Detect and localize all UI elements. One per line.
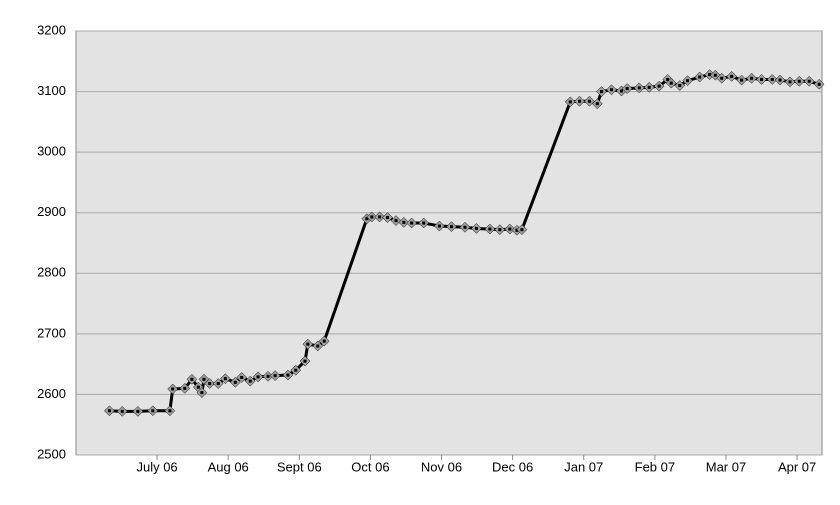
point-dot	[365, 217, 369, 221]
point-dot	[196, 385, 200, 389]
y-tick-label: 3100	[37, 83, 66, 98]
x-tick-label: Dec 06	[492, 459, 533, 474]
point-dot	[273, 374, 277, 378]
point-dot	[750, 76, 754, 80]
point-dot	[760, 77, 764, 81]
y-tick-label: 2900	[37, 204, 66, 219]
point-dot	[686, 79, 690, 83]
x-tick-label: Feb 07	[635, 459, 675, 474]
point-dot	[233, 380, 237, 384]
point-dot	[807, 79, 811, 83]
point-dot	[708, 73, 712, 77]
point-dot	[498, 228, 502, 232]
x-tick-label: Sept 06	[277, 459, 322, 474]
point-dot	[609, 88, 613, 92]
point-dot	[256, 375, 260, 379]
point-dot	[385, 216, 389, 220]
point-dot	[322, 339, 326, 343]
x-tick-label: Nov 06	[421, 459, 462, 474]
point-dot	[817, 82, 821, 86]
y-tick-label: 2500	[37, 446, 66, 461]
point-dot	[647, 85, 651, 89]
point-dot	[120, 409, 124, 413]
x-tick-label: Aug 06	[208, 459, 249, 474]
point-dot	[778, 78, 782, 82]
point-dot	[720, 76, 724, 80]
point-dot	[474, 226, 478, 230]
y-tick-label: 2800	[37, 265, 66, 280]
x-tick-label: July 06	[136, 459, 177, 474]
point-dot	[303, 359, 307, 363]
point-dot	[770, 77, 774, 81]
point-dot	[657, 84, 661, 88]
point-dot	[698, 75, 702, 79]
point-dot	[136, 409, 140, 413]
y-tick-label: 2600	[37, 386, 66, 401]
x-tick-label: Jan 07	[564, 459, 603, 474]
point-dot	[669, 81, 673, 85]
point-dot	[637, 86, 641, 90]
point-dot	[200, 391, 204, 395]
point-dot	[437, 224, 441, 228]
x-tick-label: Mar 07	[706, 459, 746, 474]
point-dot	[488, 227, 492, 231]
y-tick-label: 3200	[37, 22, 66, 37]
point-dot	[520, 228, 524, 232]
plot-area	[75, 30, 823, 456]
x-tick-label: Apr 07	[778, 459, 816, 474]
point-dot	[600, 90, 604, 94]
point-dot	[508, 227, 512, 231]
point-dot	[286, 373, 290, 377]
point-dot	[422, 221, 426, 225]
point-dot	[587, 99, 591, 103]
point-dot	[378, 215, 382, 219]
point-dot	[740, 78, 744, 82]
point-dot	[190, 377, 194, 381]
point-dot	[678, 84, 682, 88]
point-dot	[306, 342, 310, 346]
point-dot	[788, 80, 792, 84]
point-dot	[240, 375, 244, 379]
point-dot	[666, 77, 670, 81]
point-dot	[394, 219, 398, 223]
point-dot	[294, 368, 298, 372]
point-dot	[171, 387, 175, 391]
y-tick-label: 2700	[37, 325, 66, 340]
point-dot	[208, 382, 212, 386]
point-dot	[797, 79, 801, 83]
point-dot	[316, 344, 320, 348]
x-tick-label: Oct 06	[351, 459, 389, 474]
point-dot	[463, 225, 467, 229]
point-dot	[595, 102, 599, 106]
point-dot	[730, 74, 734, 78]
point-dot	[107, 409, 111, 413]
point-dot	[151, 409, 155, 413]
point-dot	[248, 379, 252, 383]
point-dot	[183, 386, 187, 390]
point-dot	[266, 374, 270, 378]
point-dot	[449, 225, 453, 229]
point-dot	[713, 73, 717, 77]
point-dot	[402, 220, 406, 224]
point-dot	[625, 87, 629, 91]
point-dot	[216, 382, 220, 386]
point-dot	[568, 100, 572, 104]
point-dot	[370, 215, 374, 219]
point-dot	[410, 221, 414, 225]
y-tick-label: 3000	[37, 144, 66, 159]
point-dot	[202, 377, 206, 381]
point-dot	[168, 409, 172, 413]
point-dot	[223, 377, 227, 381]
point-dot	[515, 228, 519, 232]
point-dot	[577, 99, 581, 103]
point-dot	[619, 89, 623, 93]
